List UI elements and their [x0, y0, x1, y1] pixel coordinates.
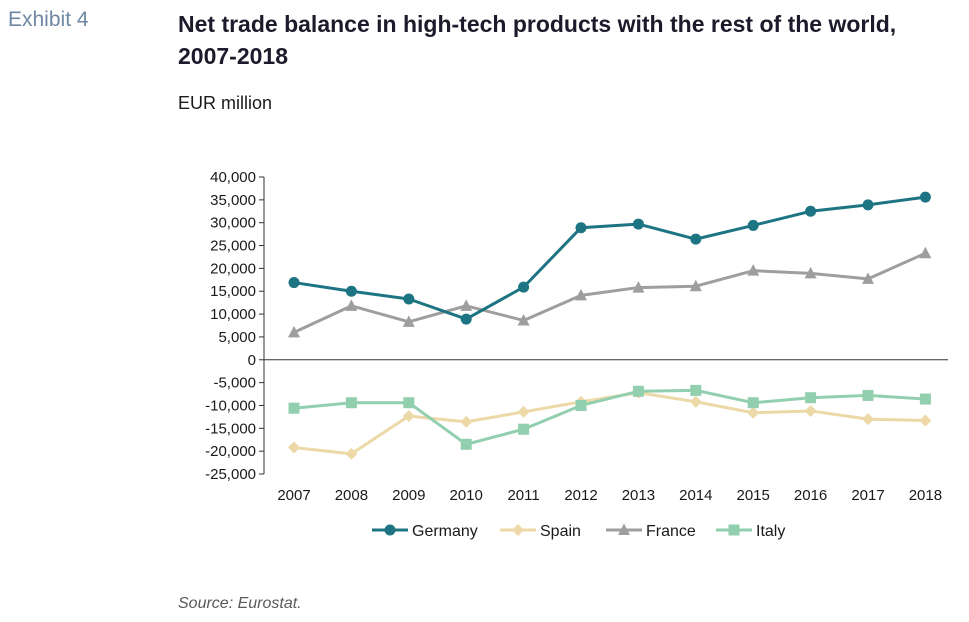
germany-point [575, 222, 587, 234]
x-tick-label: 2011 [507, 487, 539, 504]
x-tick-label: 2012 [564, 487, 597, 504]
italy-point [862, 389, 874, 401]
y-tick-label: 15,000 [210, 283, 256, 300]
france-point [632, 281, 645, 293]
y-tick-label: -25,000 [205, 466, 256, 483]
spain-point [804, 404, 817, 417]
x-tick-label: 2014 [679, 487, 712, 504]
exhibit-label: Exhibit 4 [8, 8, 89, 31]
y-tick-label: 30,000 [210, 215, 256, 232]
france-point [862, 272, 874, 284]
spain-point [862, 413, 874, 426]
france-point [804, 266, 817, 279]
y-tick-label: 20,000 [210, 260, 256, 277]
germany-point [345, 285, 357, 297]
france-point [460, 299, 473, 311]
italy-point [747, 397, 759, 409]
x-tick-label: 2009 [392, 487, 425, 504]
spain-point [747, 406, 760, 419]
italy-point [403, 397, 415, 409]
germany-point [288, 277, 300, 289]
italy-point [575, 399, 587, 411]
chart-legend: Germany Spain France Italy [372, 523, 785, 540]
units-label: EUR million [178, 93, 273, 113]
germany-point [460, 313, 472, 325]
france-point [288, 325, 300, 338]
italy-point [288, 402, 300, 414]
x-tick-label: 2007 [277, 487, 310, 504]
legend-marker [728, 524, 740, 536]
germany-point [690, 233, 702, 245]
france-line [293, 251, 927, 334]
legend-item-france: France [606, 523, 696, 540]
chart-series [288, 191, 932, 460]
spain-point [402, 409, 415, 422]
legend-item-germany: Germany [372, 523, 478, 540]
x-tick-label: 2008 [335, 487, 368, 504]
france-point [402, 315, 415, 327]
france-series [288, 246, 932, 338]
legend-label: Germany [412, 523, 478, 540]
y-tick-label: 5,000 [218, 329, 256, 346]
y-tick-label: 10,000 [210, 306, 256, 323]
chart-axes: 40,000 35,000 30,000 25,000 20,000 15,000 10,0… [205, 169, 948, 504]
legend-label: Italy [756, 523, 785, 540]
y-tick-label: 0 [248, 352, 256, 369]
italy-line [293, 388, 926, 446]
x-tick-label: 2017 [851, 487, 884, 504]
spain-point [288, 441, 300, 454]
italy-point [690, 384, 702, 396]
italy-point [518, 423, 530, 435]
source-note: Source: Eurostat. [178, 595, 302, 612]
germany-point [403, 293, 415, 305]
germany-point [862, 199, 874, 211]
y-tick-label: -15,000 [205, 420, 256, 437]
spain-point [517, 405, 530, 418]
italy-point [632, 385, 644, 397]
x-tick-label: 2016 [794, 487, 827, 504]
germany-line [293, 195, 926, 321]
france-point [689, 279, 702, 292]
x-tick-label: 2010 [450, 487, 483, 504]
spain-point [460, 415, 473, 428]
x-tick-label: 2013 [622, 487, 655, 504]
legend-item-italy: Italy [716, 523, 785, 540]
spain-point [689, 395, 702, 408]
france-point [345, 299, 358, 311]
italy-point [919, 393, 931, 405]
x-tick-label: 2018 [909, 487, 942, 504]
france-point [747, 264, 760, 276]
france-point [919, 246, 932, 259]
spain-point [345, 447, 358, 460]
france-point [517, 313, 530, 326]
legend-item-spain: Spain [500, 523, 581, 540]
legend-marker [512, 524, 524, 536]
legend-marker [618, 523, 630, 535]
y-tick-label: -10,000 [205, 397, 256, 414]
y-tick-label: 40,000 [210, 169, 256, 186]
france-point [575, 288, 587, 301]
italy-point [460, 438, 472, 450]
germany-point [632, 218, 644, 230]
spain-point [919, 414, 932, 427]
y-tick-label: -5,000 [213, 375, 256, 392]
germany-series [288, 191, 931, 325]
germany-point [805, 205, 817, 217]
germany-point [518, 281, 530, 293]
legend-marker [384, 524, 396, 536]
y-tick-label: 35,000 [210, 192, 256, 209]
y-tick-label: -20,000 [205, 443, 256, 460]
chart-title: Net trade balance in high-tech products … [178, 11, 897, 69]
legend-label: France [646, 523, 696, 540]
x-tick-label: 2015 [737, 487, 770, 504]
legend-label: Spain [540, 523, 581, 540]
italy-series [288, 384, 931, 450]
italy-point [805, 392, 817, 404]
germany-point [747, 219, 759, 231]
italy-point [345, 397, 357, 409]
germany-point [919, 191, 931, 203]
y-tick-label: 25,000 [210, 238, 256, 255]
